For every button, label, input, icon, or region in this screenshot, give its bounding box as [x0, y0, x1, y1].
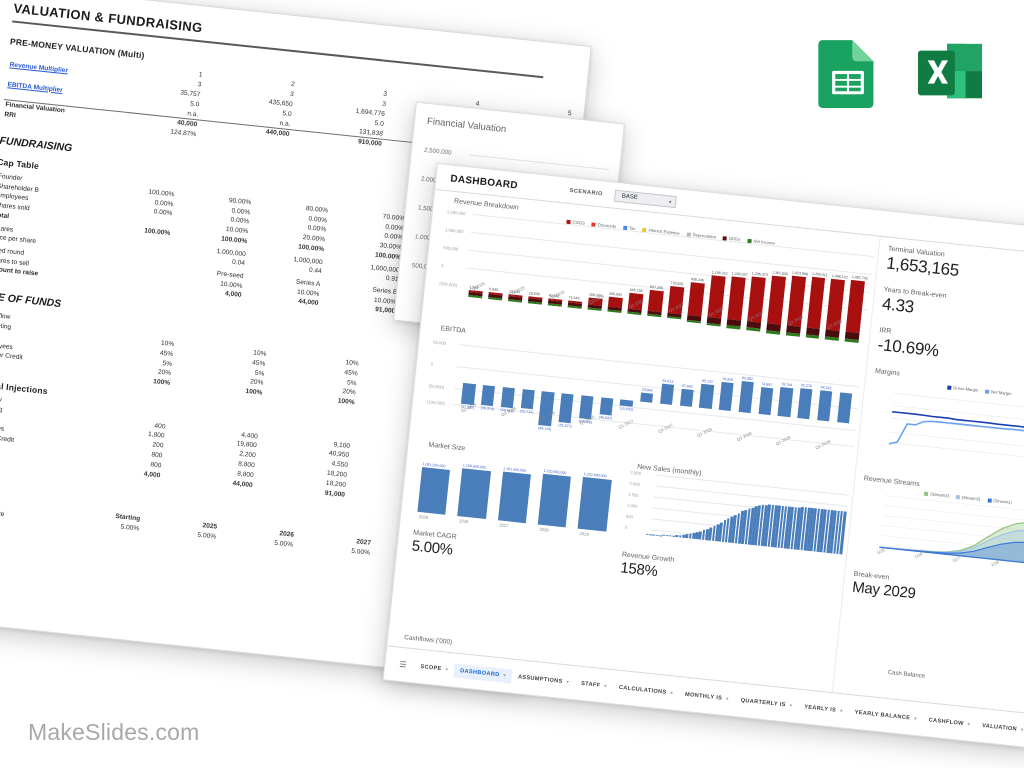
microsoft-excel-icon[interactable]: [916, 38, 984, 108]
axis-tick: 1,500: [627, 491, 639, 498]
sheet-tab-yearly-balance[interactable]: YEARLY BALANCE ▾: [848, 705, 924, 727]
all-sheets-hamburger-icon[interactable]: ☰: [398, 659, 407, 670]
tab-label: ASSUMPTIONS: [517, 673, 563, 685]
dashboard-title: DASHBOARD: [449, 172, 519, 191]
axis-tick: 2026: [458, 518, 469, 525]
axis-tick: 1,000: [626, 502, 638, 509]
bar: [647, 289, 664, 313]
tab-label: DASHBOARD: [459, 667, 500, 678]
chevron-down-icon[interactable]: ▾: [725, 695, 730, 701]
bar: [457, 468, 491, 519]
axis-tick: 2029: [579, 530, 590, 537]
years-to-breakeven-kpi: Years to Break-even 4.33: [881, 286, 1024, 334]
bar: [577, 476, 612, 532]
bar: [537, 474, 572, 528]
chevron-down-icon[interactable]: ▾: [1020, 726, 1024, 732]
bar: [500, 387, 515, 408]
tab-label: CASHFLOW: [928, 716, 964, 727]
scenario-label: SCENARIO: [569, 187, 604, 198]
revenue-streams-chart: 1/251/261/271/281/29: [855, 489, 1024, 583]
app-icons: [814, 38, 984, 108]
bar: [480, 384, 496, 407]
bar: [640, 392, 654, 403]
dashboard-sheet[interactable]: DASHBOARD SCENARIO BASE ▾ Revenue Breakd…: [382, 162, 1024, 750]
sheet-tab-assumptions[interactable]: ASSUMPTIONS ▾: [511, 669, 576, 690]
terminal-valuation-kpi: Terminal Valuation 1,653,165: [885, 246, 1024, 294]
bar: [417, 466, 451, 515]
bar: [659, 383, 675, 405]
sheet-tab-cashflow[interactable]: CASHFLOW ▾: [922, 712, 977, 732]
sheet-tab-yearly-is[interactable]: YEARLY IS ▾: [798, 699, 850, 718]
sheet-tab-calculations[interactable]: CALCULATIONS ▾: [612, 680, 680, 701]
irr-kpi: IRR -10.69%: [877, 327, 1024, 375]
chevron-down-icon[interactable]: ▾: [604, 682, 608, 689]
axis-tick: 0: [430, 361, 434, 367]
series-gross-margin: [892, 411, 1024, 432]
revenue-streams-area-svg: [879, 495, 1024, 565]
tab-label: VALUATION: [981, 722, 1018, 733]
google-sheets-icon[interactable]: [814, 38, 882, 108]
scenario-value: BASE: [621, 193, 638, 202]
tab-label: STAFF: [580, 680, 601, 689]
axis-tick: 2025: [418, 513, 429, 520]
chevron-down-icon[interactable]: ▾: [967, 720, 971, 727]
axis-tick: 500: [625, 513, 634, 520]
chevron-down-icon: ▾: [668, 199, 672, 206]
axis-tick: 2027: [498, 522, 509, 529]
bar: [599, 397, 614, 416]
chevron-down-icon[interactable]: ▾: [445, 666, 449, 672]
chevron-down-icon[interactable]: ▾: [566, 678, 570, 685]
sheet-tab-monthly-is[interactable]: MONTHLY IS ▾: [678, 687, 735, 707]
bar: [699, 384, 714, 409]
axis-tick: 2,500: [630, 469, 642, 476]
axis-tick: 2028: [539, 526, 549, 533]
bar: [520, 389, 535, 410]
series-net-margin: [889, 420, 1024, 445]
margins-chart: [866, 382, 1024, 476]
bar: [679, 388, 694, 407]
scenario-select[interactable]: BASE ▾: [614, 189, 678, 209]
chevron-down-icon[interactable]: ▾: [839, 707, 844, 713]
chevron-down-icon[interactable]: ▾: [789, 702, 793, 708]
bar-value-label: 5,940: [488, 287, 499, 292]
bar: [497, 471, 531, 524]
axis-tick: 2,000: [629, 480, 641, 487]
sheet-tab-dashboard[interactable]: DASHBOARD ▾: [453, 663, 513, 684]
area-stream1: [879, 541, 1024, 565]
tab-label: SCOPE: [420, 663, 442, 672]
chevron-down-icon[interactable]: ▾: [913, 715, 918, 721]
sheet-tab-scope[interactable]: SCOPE ▾: [414, 659, 455, 677]
chevron-down-icon[interactable]: ▾: [503, 672, 507, 678]
tab-label: QUARTERLY IS: [740, 697, 787, 708]
sheet-tab-quarterly-is[interactable]: QUARTERLY IS ▾: [734, 693, 799, 714]
sheet-tab-staff[interactable]: STAFF ▾: [574, 676, 613, 694]
margins-line-svg: [889, 393, 1024, 461]
tab-label: MONTHLY IS: [684, 691, 723, 702]
tab-label: YEARLY BALANCE: [854, 709, 911, 721]
tab-label: YEARLY IS: [803, 703, 837, 714]
sheet-tab-valuation[interactable]: VALUATION ▾: [975, 718, 1024, 738]
watermark: MakeSlides.com: [28, 719, 200, 745]
chevron-down-icon[interactable]: ▾: [670, 689, 674, 696]
tab-label: CALCULATIONS: [618, 684, 667, 696]
